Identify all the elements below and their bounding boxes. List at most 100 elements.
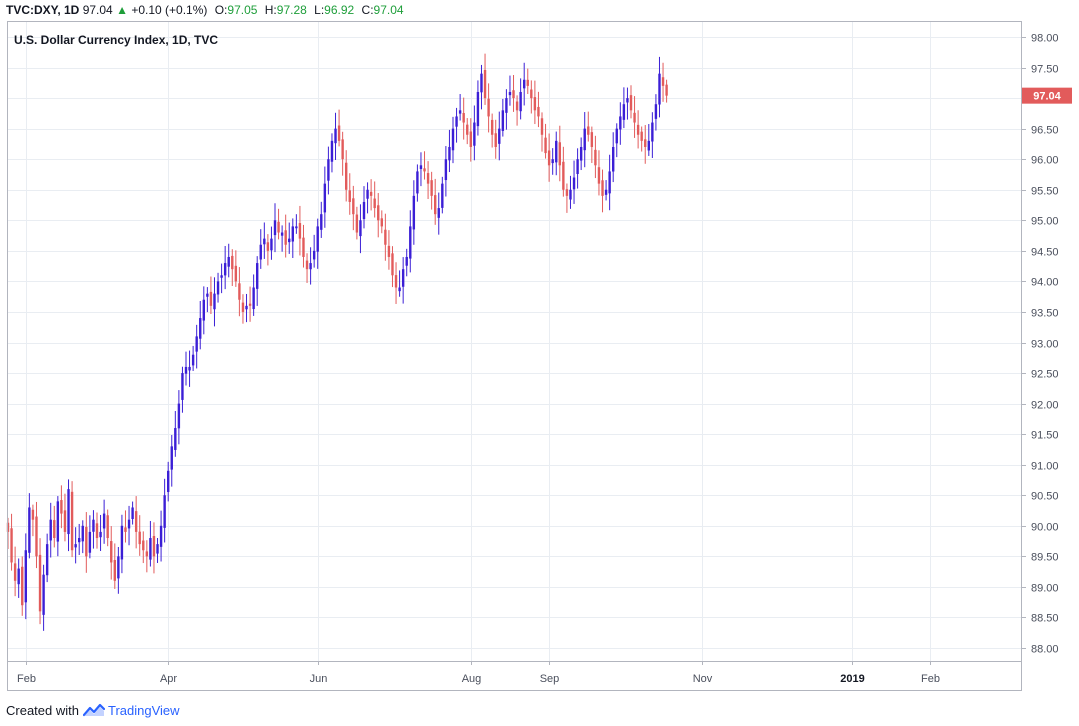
candle-body bbox=[206, 293, 209, 297]
y-tick-label: 95.00 bbox=[1031, 216, 1059, 228]
open-label: O: bbox=[214, 3, 228, 17]
y-tick-label: 88.50 bbox=[1031, 613, 1059, 625]
candle-body bbox=[434, 195, 437, 215]
candle-body bbox=[391, 253, 394, 276]
x-tick-label: Jun bbox=[310, 673, 328, 685]
low-value: 96.92 bbox=[324, 3, 355, 17]
y-tick-label: 90.00 bbox=[1031, 522, 1059, 534]
candle-body bbox=[95, 523, 99, 539]
candle-body bbox=[231, 255, 234, 270]
candle-body bbox=[480, 73, 483, 93]
y-tick-label: 93.00 bbox=[1031, 339, 1059, 351]
last-price-tag: 97.04 bbox=[1022, 87, 1072, 104]
y-tick-label: 92.00 bbox=[1031, 400, 1059, 412]
candle-body bbox=[38, 554, 42, 612]
candle-body bbox=[523, 79, 526, 89]
candle-body bbox=[85, 526, 88, 557]
candle-body bbox=[327, 159, 330, 181]
candle-body bbox=[380, 218, 383, 227]
created-with-label: Created with bbox=[6, 703, 79, 718]
candle-body bbox=[134, 511, 138, 532]
tradingview-logo-icon bbox=[82, 703, 105, 717]
candle-body bbox=[316, 226, 319, 252]
candle-body bbox=[163, 495, 166, 528]
candle-body bbox=[277, 221, 280, 233]
candle-body bbox=[291, 226, 294, 242]
candle-body bbox=[305, 260, 309, 270]
candle-body bbox=[565, 189, 569, 196]
candle-body bbox=[352, 198, 355, 215]
candle-body bbox=[138, 531, 141, 545]
candle-body bbox=[202, 299, 205, 321]
y-tick-label: 94.50 bbox=[1031, 247, 1059, 259]
candle-body bbox=[455, 116, 458, 127]
candle-body bbox=[241, 302, 245, 312]
x-axis: Feb Apr Jun Aug Sep Nov 2019 Feb bbox=[17, 661, 940, 685]
candle-body bbox=[494, 133, 497, 147]
candle-body bbox=[437, 208, 440, 218]
candle-body bbox=[99, 531, 102, 538]
chart-canvas[interactable]: 98.0097.5097.0096.5096.0095.5095.0094.50… bbox=[0, 20, 1079, 691]
candle-body bbox=[120, 525, 124, 560]
candle-body bbox=[220, 275, 223, 278]
candle-body bbox=[142, 540, 145, 551]
candle-body bbox=[60, 500, 63, 514]
candle-body bbox=[302, 237, 305, 257]
candle-body bbox=[238, 283, 241, 300]
y-tick-label: 90.50 bbox=[1031, 491, 1059, 503]
candle-body bbox=[501, 110, 505, 131]
candle-body bbox=[519, 91, 522, 112]
candle-body bbox=[312, 250, 316, 260]
candle-body bbox=[487, 98, 490, 117]
last-price-tag-box bbox=[1022, 87, 1072, 104]
y-tick-label: 89.00 bbox=[1031, 583, 1059, 595]
footer-credit[interactable]: Created with TradingView bbox=[6, 703, 180, 718]
candle-body bbox=[515, 101, 519, 111]
x-tick-label: Nov bbox=[693, 673, 713, 685]
candle-body bbox=[124, 527, 127, 532]
candle-body bbox=[508, 91, 512, 96]
candle-body bbox=[88, 531, 92, 553]
last-price-value: 97.04 bbox=[82, 3, 113, 17]
candle-body bbox=[177, 403, 181, 429]
y-tick-label: 98.00 bbox=[1031, 33, 1059, 45]
y-tick-label: 91.00 bbox=[1031, 461, 1059, 473]
candle-body bbox=[473, 122, 476, 146]
candle-body bbox=[24, 550, 27, 603]
candle-body bbox=[409, 226, 412, 259]
candle-body bbox=[622, 104, 626, 120]
candle-body bbox=[458, 110, 462, 114]
candle-body bbox=[490, 119, 494, 135]
candle-body bbox=[223, 263, 227, 276]
candle-body bbox=[17, 568, 20, 585]
candle-body bbox=[551, 159, 554, 164]
y-tick-label: 97.50 bbox=[1031, 64, 1059, 76]
candle-body bbox=[377, 205, 380, 221]
candle-body bbox=[373, 198, 376, 209]
candle-body bbox=[640, 131, 643, 141]
x-tick-label: Feb bbox=[921, 673, 940, 685]
candle-body bbox=[270, 238, 273, 251]
candle-body bbox=[191, 354, 195, 366]
candle-body bbox=[462, 113, 465, 123]
candle-body bbox=[636, 124, 640, 135]
candle-body bbox=[530, 89, 533, 99]
candle-body bbox=[444, 159, 448, 181]
y-tick-label: 95.50 bbox=[1031, 186, 1059, 198]
candle-body bbox=[106, 515, 109, 539]
candle-body bbox=[597, 167, 601, 184]
y-tick-label: 88.00 bbox=[1031, 644, 1059, 656]
candle-body bbox=[330, 140, 334, 162]
candle-body bbox=[263, 238, 266, 245]
candle-body bbox=[537, 106, 540, 117]
x-tick-label: Aug bbox=[462, 673, 482, 685]
candle-body bbox=[280, 232, 284, 236]
candle-body bbox=[266, 242, 270, 251]
candle-body bbox=[469, 131, 472, 147]
candle-body bbox=[35, 516, 38, 557]
candle-body bbox=[102, 513, 106, 529]
candle-body bbox=[252, 287, 255, 310]
candle-body bbox=[544, 137, 547, 154]
candle-body bbox=[594, 149, 597, 166]
candle-body bbox=[576, 159, 579, 174]
